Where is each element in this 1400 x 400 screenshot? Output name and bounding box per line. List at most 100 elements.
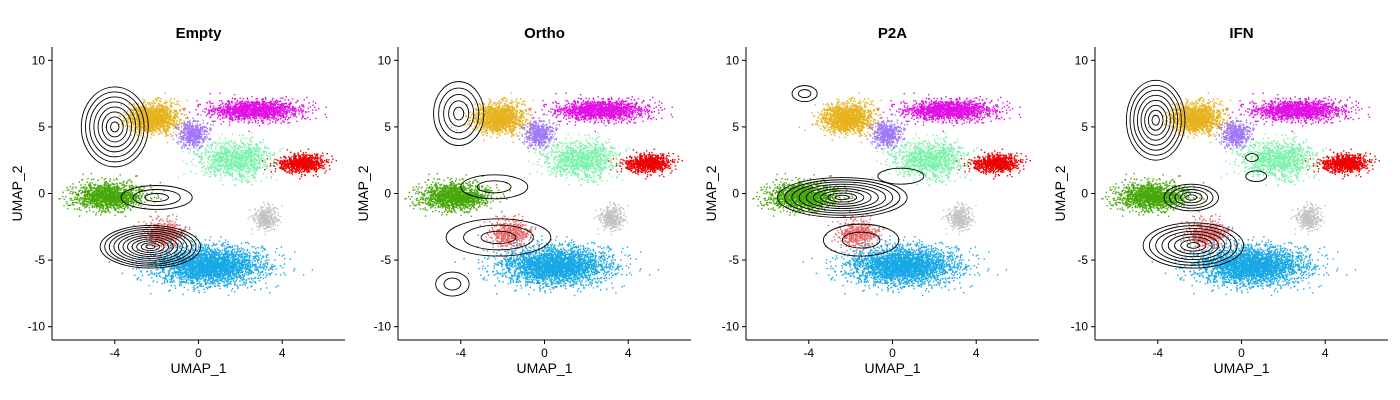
data-point [218, 109, 220, 112]
data-point [222, 109, 224, 111]
data-point [249, 114, 252, 116]
data-point [236, 154, 238, 156]
data-point [148, 109, 150, 111]
data-point [220, 159, 222, 161]
data-point [210, 128, 213, 130]
data-point [189, 137, 191, 139]
data-point [197, 105, 200, 108]
data-point [222, 170, 224, 173]
data-point [252, 147, 254, 149]
data-point [255, 117, 258, 119]
data-point [252, 154, 254, 156]
data-point [184, 143, 187, 146]
data-point [133, 109, 135, 112]
data-point [132, 109, 134, 112]
data-point [226, 148, 228, 150]
data-point [302, 170, 304, 173]
data-point [274, 122, 277, 124]
data-point [198, 162, 200, 164]
data-point [179, 133, 181, 136]
data-point [226, 168, 229, 170]
data-point [137, 109, 139, 112]
data-point [279, 148, 281, 151]
data-point [283, 115, 285, 117]
data-point [243, 167, 245, 169]
data-point [259, 147, 262, 149]
data-point [249, 149, 251, 151]
data-point [185, 138, 187, 140]
data-point [221, 148, 224, 150]
data-point [150, 130, 152, 132]
data-point [204, 154, 207, 157]
data-point [164, 120, 166, 123]
data-point [298, 113, 300, 115]
data-point [289, 109, 291, 111]
data-point [157, 125, 159, 127]
data-point [314, 106, 316, 109]
data-point [198, 103, 200, 106]
data-point [153, 134, 155, 137]
data-point [323, 167, 326, 169]
data-point [131, 117, 133, 119]
data-point [208, 168, 210, 170]
data-point [175, 135, 178, 137]
data-point [247, 181, 249, 184]
data-point [178, 129, 180, 131]
data-point [175, 109, 177, 112]
data-point [264, 104, 266, 106]
data-point [176, 100, 178, 103]
data-point [228, 165, 230, 168]
data-point [289, 169, 291, 172]
data-point [229, 115, 232, 117]
data-point [275, 108, 277, 110]
data-point [199, 127, 202, 129]
data-point [225, 152, 227, 154]
data-point [215, 142, 217, 144]
data-point [225, 163, 227, 165]
data-point [241, 159, 244, 161]
data-point [247, 113, 249, 115]
data-point [164, 118, 166, 120]
data-point [217, 107, 219, 109]
data-point [168, 116, 170, 118]
data-point [207, 112, 210, 115]
data-point [189, 133, 191, 135]
data-point [170, 111, 172, 113]
data-point [275, 106, 277, 109]
data-point [236, 158, 238, 160]
data-point [232, 110, 234, 112]
data-point [225, 174, 227, 176]
data-point [176, 114, 178, 116]
data-point [244, 179, 247, 182]
data-point [248, 167, 251, 169]
data-point [213, 166, 215, 168]
cluster-c_lightgreen [177, 132, 302, 187]
data-point [289, 104, 291, 106]
data-point [137, 107, 140, 109]
data-point [199, 132, 201, 135]
data-point [243, 104, 245, 106]
data-point [272, 163, 275, 165]
data-point [181, 113, 184, 115]
data-point [131, 108, 133, 110]
data-point [161, 132, 163, 134]
data-point [161, 118, 164, 121]
data-point [154, 107, 157, 110]
data-point [242, 116, 245, 119]
data-point [279, 105, 281, 107]
data-point [232, 156, 234, 159]
data-point [166, 122, 169, 124]
data-point [203, 131, 206, 133]
data-point [264, 96, 267, 99]
data-point [251, 174, 253, 177]
data-point [196, 123, 198, 125]
data-point [240, 176, 242, 178]
data-point [160, 116, 162, 118]
data-point [238, 109, 241, 111]
data-point [257, 112, 260, 114]
data-point [318, 162, 321, 165]
data-point [152, 120, 154, 122]
data-point [296, 120, 298, 122]
data-point [262, 151, 265, 153]
data-point [235, 150, 237, 152]
